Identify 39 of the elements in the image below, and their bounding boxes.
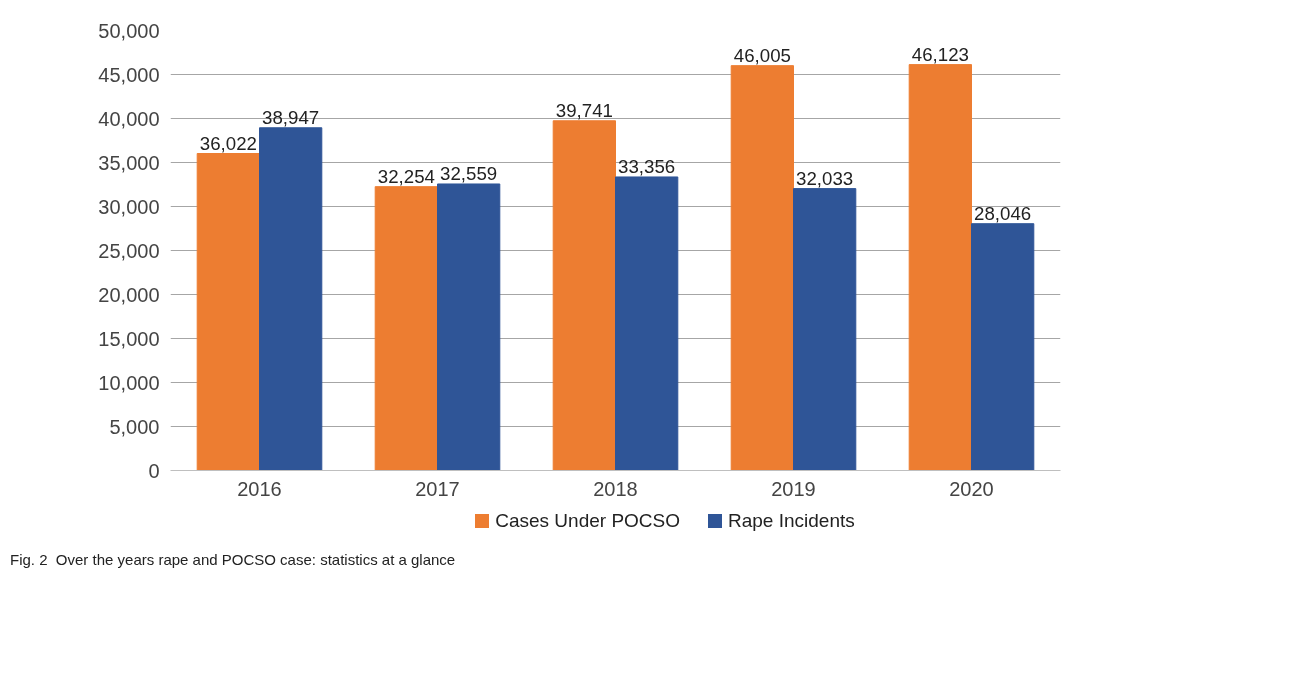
y-tick-label: 40,000 [98,107,160,130]
bar [196,153,260,471]
y-tick-label: 15,000 [98,327,160,350]
bar [615,176,679,471]
x-tick-label: 2017 [415,477,460,500]
data-label: 46,123 [911,43,969,65]
x-tick-label: 2016 [237,477,282,500]
data-label: 32,559 [440,162,498,184]
x-tick-label: 2018 [593,477,638,500]
x-tick-label: 2019 [771,477,816,500]
y-tick-label: 0 [148,459,160,482]
legend-label: Rape Incidents [728,509,855,533]
y-tick-label: 30,000 [98,195,160,218]
bar [259,127,323,471]
y-tick-label: 25,000 [98,239,160,262]
caption: Fig. 2 Over the years rape and POCSO case: statistics at a glance [10,549,456,570]
y-tick-label: 5,000 [109,415,160,438]
bar [730,65,794,471]
bar [908,64,972,471]
y-tick-label: 50,000 [98,19,160,42]
data-label: 39,741 [555,99,613,121]
data-label: 38,947 [262,106,320,128]
x-tick-label: 2020 [949,477,994,500]
bar [552,120,616,471]
data-label: 28,046 [974,202,1032,224]
data-label: 33,356 [618,155,676,177]
data-label: 32,254 [377,165,435,187]
y-tick-label: 10,000 [98,371,160,394]
y-tick-label: 45,000 [98,63,160,86]
bar [374,186,438,471]
bar [437,183,501,471]
y-tick-label: 20,000 [98,283,160,306]
legend-label: Cases Under POCSO [495,509,681,533]
data-label: 46,005 [733,44,791,66]
data-label: 36,022 [199,132,257,154]
y-tick-label: 35,000 [98,151,160,174]
bar [793,188,857,471]
data-label: 32,033 [796,167,854,189]
bar [971,223,1035,471]
